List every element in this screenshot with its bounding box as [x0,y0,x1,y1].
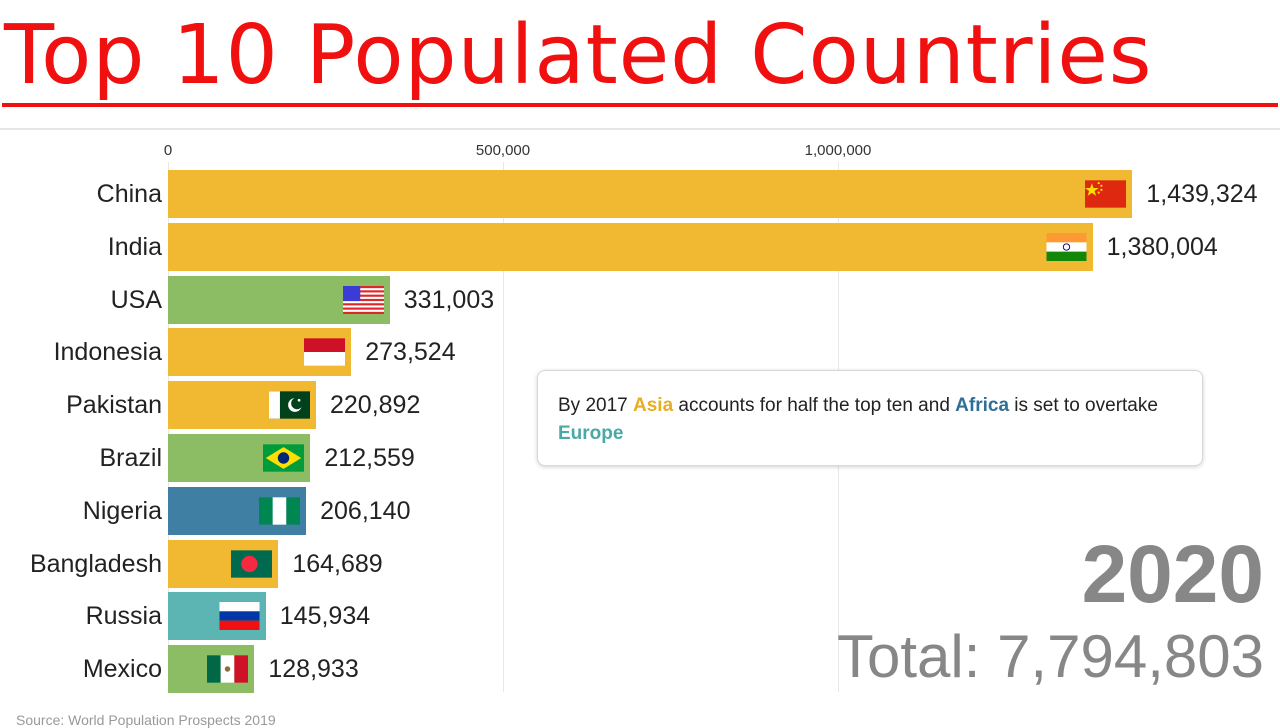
country-label: China [96,180,162,208]
country-label: Nigeria [82,496,162,525]
bar-row-nigeria: Nigeria 206,140 [0,486,1280,535]
value-label: 164,689 [292,549,383,578]
value-label: 212,559 [324,444,415,472]
country-label: India [107,232,162,261]
country-label: Pakistan [66,391,162,420]
bar [168,222,1093,271]
value-label: 1,439,324 [1146,180,1258,208]
note-text: accounts for half the top ten and [673,395,956,416]
nigeria-flag-icon [259,497,301,525]
india-flag-icon [1046,232,1087,261]
total-label: Total: 7,794,803 [836,623,1264,690]
value-label: 145,934 [279,602,371,631]
value-label: 206,140 [320,496,411,525]
bar [168,170,1133,218]
country-label: Brazil [99,444,162,472]
bar-row-china: China 1,439,324 [0,170,1280,218]
bar-row-india: India 1,380,004 [0,222,1280,271]
bar-row-mexico: Mexico 128,933 [0,645,1280,694]
bangladesh-flag-icon [231,549,273,578]
country-label: Mexico [82,655,162,684]
value-label: 220,892 [329,391,421,420]
bar-row-russia: Russia 145,934 [0,592,1280,641]
brazil-flag-icon [263,444,305,472]
indonesia-flag-icon [304,338,346,367]
bar-row-indonesia: Indonesia 273,524 [0,328,1280,377]
value-label: 1,380,004 [1106,232,1218,261]
value-label: 331,003 [403,285,495,314]
china-flag-icon [1085,180,1127,208]
bar-row-brazil: Brazil 212,559 [0,434,1280,482]
bar-row-usa: USA 331,003 [0,275,1280,324]
axis-tick-label: 500,000 [475,142,531,159]
country-label: USA [110,285,162,314]
bar-row-bangladesh: Bangladesh 164,689 [0,539,1280,588]
mexico-flag-icon [207,655,249,683]
value-label: 273,524 [365,338,456,367]
russia-flag-icon [219,602,260,631]
country-label: Bangladesh [29,549,162,578]
note-africa: Africa [955,395,1010,416]
axis-tick-label: 1,000,000 [804,142,872,159]
annotation-box: By 2017 Asia accounts for half the top t… [537,370,1203,466]
country-label: Russia [85,602,162,631]
page-title: Top 10 Populated Countries [4,8,1153,103]
value-label: 128,933 [268,655,359,684]
country-label: Indonesia [53,338,162,367]
note-text: By 2017 [558,395,633,416]
year-label: 2020 [1081,529,1264,620]
note-text: is set to overtake [1009,395,1158,416]
pakistan-flag-icon [268,391,310,419]
bar-row-pakistan: Pakistan 220,892 [0,381,1280,430]
note-asia: Asia [633,395,674,416]
gridline [503,162,504,692]
title-underline [2,103,1278,107]
source-note: Source: World Population Prospects 2019 [16,712,276,728]
axis-tick-label: 0 [163,142,173,159]
note-europe: Europe [558,423,624,444]
separator [0,128,1280,130]
usa-flag-icon [342,285,384,314]
